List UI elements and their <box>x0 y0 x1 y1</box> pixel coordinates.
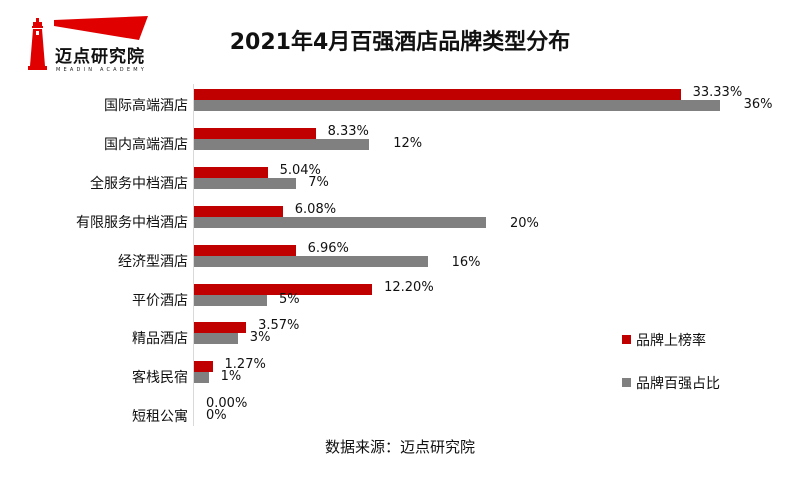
bar-listing-rate <box>194 244 296 256</box>
data-label-listing-rate: 1.27% <box>224 357 266 373</box>
category-label: 国内高端酒店 <box>104 136 188 153</box>
bar-top100-share <box>194 138 370 150</box>
data-label-listing-rate: 3.57% <box>258 318 300 334</box>
chart-row: 短租公寓 0.00% 0% <box>0 397 800 436</box>
data-label-top100-share: 7% <box>308 174 329 190</box>
data-label-listing-rate: 12.20% <box>384 279 434 295</box>
data-label-top100-share: 3% <box>249 330 271 346</box>
chart-row: 平价酒店 12.20% 5% <box>0 281 800 320</box>
category-axis <box>193 84 194 426</box>
category-label: 平价酒店 <box>132 292 188 309</box>
lighthouse-icon <box>28 16 148 70</box>
chart-row: 精品酒店 3.57% 3% <box>0 319 800 358</box>
bar-top100-share <box>194 333 238 345</box>
bar-listing-rate <box>194 127 316 139</box>
chart-row: 客栈民宿 1.27% 1% <box>0 358 800 397</box>
data-label-listing-rate: 6.08% <box>294 201 337 217</box>
bar-listing-rate <box>194 89 681 100</box>
bar-listing-rate <box>194 322 247 334</box>
bar-listing-rate <box>194 166 268 178</box>
legend-swatch-gray <box>622 378 631 387</box>
category-label: 精品酒店 <box>132 331 188 348</box>
bar-top100-share <box>194 294 267 306</box>
chart-row: 有限服务中档酒店 6.08% 20% <box>0 203 800 242</box>
category-label: 短租公寓 <box>132 409 188 426</box>
category-label: 国际高端酒店 <box>104 98 188 114</box>
category-label: 经济型酒店 <box>118 253 188 270</box>
logo-subtitle: MEADIN ACADEMY <box>56 67 147 73</box>
legend-label: 品牌上榜率 <box>636 333 706 349</box>
bar-top100-share <box>194 255 428 267</box>
chart-title: 2021年4月百强酒店品牌类型分布 <box>229 30 571 55</box>
data-label-top100-share: 5% <box>279 291 300 307</box>
chart-row: 国际高端酒店 33.33% 36% <box>0 86 800 125</box>
data-label-top100-share: 16% <box>451 254 481 270</box>
bar-top100-share <box>194 100 720 111</box>
chart-row: 经济型酒店 6.96% 16% <box>0 242 800 281</box>
bar-top100-share <box>194 216 486 228</box>
chart-row: 全服务中档酒店 5.04% 7% <box>0 164 800 203</box>
category-label: 全服务中档酒店 <box>90 175 188 192</box>
data-label-listing-rate: 0.00% <box>206 396 248 412</box>
bar-listing-rate <box>194 361 213 373</box>
data-label-top100-share: 12% <box>393 135 423 151</box>
legend-label: 品牌百强占比 <box>636 376 720 392</box>
bar-listing-rate <box>194 283 373 295</box>
logo-name: 迈点研究院 <box>55 47 145 67</box>
category-label: 客栈民宿 <box>132 370 188 387</box>
data-label-listing-rate: 8.33% <box>327 123 369 139</box>
data-source: 数据来源：迈点研究院 <box>324 438 475 456</box>
bar-top100-share <box>194 372 209 384</box>
bar-listing-rate <box>194 205 283 217</box>
data-label-top100-share: 0% <box>206 408 227 424</box>
data-label-listing-rate: 6.96% <box>307 240 349 256</box>
chart-row: 国内高端酒店 8.33% 12% <box>0 125 800 164</box>
data-label-top100-share: 36% <box>743 97 773 112</box>
legend-swatch-red <box>622 335 631 344</box>
meadin-logo: 迈点研究院 MEADIN ACADEMY <box>28 12 158 74</box>
data-label-top100-share: 1% <box>220 369 242 385</box>
data-label-listing-rate: 5.04% <box>279 162 321 178</box>
category-label: 有限服务中档酒店 <box>76 214 188 231</box>
data-label-listing-rate: 33.33% <box>692 85 743 100</box>
data-label-top100-share: 20% <box>510 215 539 231</box>
bar-top100-share <box>194 177 297 189</box>
